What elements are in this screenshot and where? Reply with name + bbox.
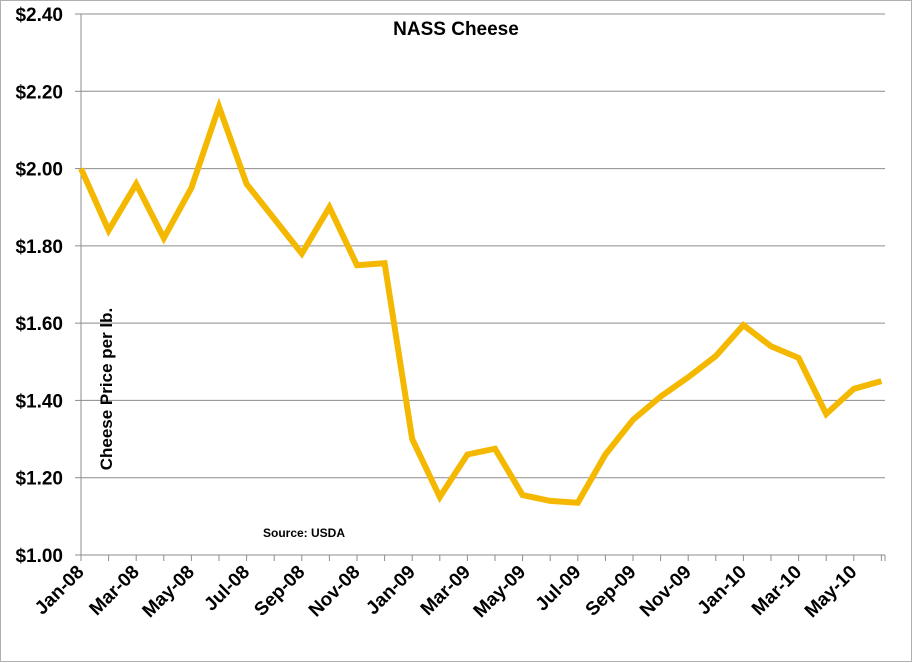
y-tick-label: $2.20: [15, 82, 63, 103]
x-tick-label: Mar-08: [86, 562, 144, 620]
y-axis-label: Cheese Price per lb.: [97, 308, 116, 471]
x-tick-label: Nov-08: [305, 562, 365, 622]
y-tick-label: $1.60: [15, 314, 63, 335]
x-tick-label: Sep-09: [582, 562, 641, 621]
chart-title: NASS Cheese: [393, 19, 519, 40]
x-tick-label: Mar-10: [748, 562, 806, 620]
source-annotation: Source: USDA: [263, 526, 345, 540]
x-tick-label: Jan-09: [362, 562, 419, 619]
y-tick-label: $1.00: [15, 546, 63, 567]
axes: [75, 13, 886, 561]
series-line: [78, 97, 883, 506]
x-tick-label: Jul-09: [532, 562, 586, 616]
series-layer: [78, 97, 883, 506]
x-tick-label: Jul-08: [200, 562, 254, 616]
y-tick-label: $2.40: [15, 5, 63, 26]
x-tick-label: Jan-08: [31, 562, 88, 619]
gridlines: [81, 13, 885, 479]
x-tick-label: May-10: [801, 562, 861, 622]
x-tick-label: May-09: [470, 562, 530, 622]
x-tick-label: Mar-09: [417, 562, 475, 620]
x-tick-label: Nov-09: [636, 562, 696, 622]
x-tick-label: Sep-08: [250, 562, 309, 621]
y-axis-tick-labels: $1.00 $1.20 $1.40 $1.60 $1.80 $2.00 $2.20 $2.40: [15, 5, 63, 567]
y-tick-label: $1.20: [15, 469, 63, 490]
y-tick-label: $1.40: [15, 391, 63, 412]
x-tick-label: Jan-10: [694, 562, 751, 619]
y-tick-label: $1.80: [15, 237, 63, 258]
y-tick-label: $2.00: [15, 160, 63, 181]
x-tick-label: May-08: [139, 562, 199, 622]
